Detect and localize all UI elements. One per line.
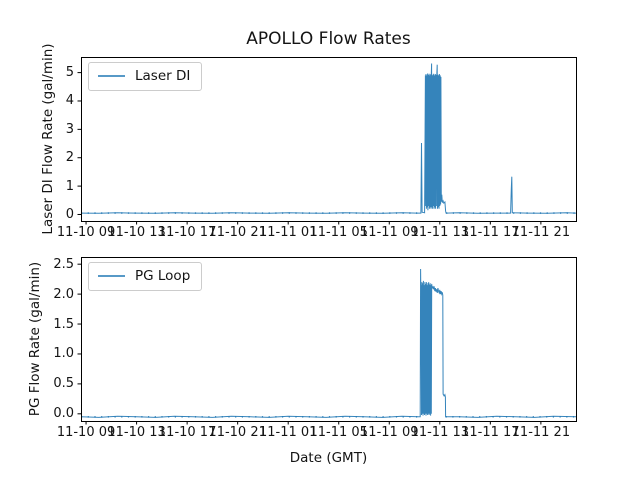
legend-line-sample — [98, 275, 125, 277]
y-tick-label: 0 — [65, 206, 74, 222]
ylabel-pg-loop: PG Flow Rate (gal/min) — [27, 261, 43, 417]
x-tick-label: 11-11 13 — [410, 225, 470, 240]
legend-pg-loop: PG Loop — [88, 262, 203, 291]
x-tick-label: 11-10 13 — [107, 425, 166, 440]
y-tick-label: 4 — [65, 93, 74, 109]
axes-frame-pg-loop — [81, 257, 577, 422]
x-tick-label: 11-10 17 — [157, 225, 217, 240]
y-tick-label: 2.0 — [53, 286, 74, 302]
y-tick-label: 1 — [65, 178, 74, 194]
x-tick-label: 11-11 13 — [410, 425, 470, 440]
x-tick-label: 11-11 17 — [461, 225, 520, 240]
data-line-laser-di — [80, 63, 577, 214]
x-tick-label: 11-11 05 — [309, 425, 368, 440]
x-tick-label: 11-10 21 — [208, 425, 267, 440]
legend-laser-di: Laser DI — [88, 62, 203, 91]
x-tick-label: 11-10 17 — [157, 425, 217, 440]
x-tick-label: 11-10 21 — [208, 225, 267, 240]
xlabel-date-gmt: Date (GMT) — [289, 450, 368, 466]
figure-title: APOLLO Flow Rates — [246, 29, 411, 49]
y-tick-label: 0.0 — [53, 406, 74, 422]
y-tick-label: 1.0 — [53, 346, 74, 362]
y-tick-label: 1.5 — [53, 316, 74, 332]
y-tick-label: 3 — [65, 121, 74, 137]
x-tick-label: 11-11 01 — [258, 225, 318, 240]
legend-label-laser-di: Laser DI — [135, 68, 191, 84]
axes-frame-laser-di — [81, 57, 577, 222]
y-tick-label: 2 — [65, 150, 74, 166]
x-tick-label: 11-10 09 — [56, 225, 116, 240]
x-tick-label: 11-11 01 — [258, 425, 318, 440]
x-tick-label: 11-11 05 — [309, 225, 368, 240]
x-tick-label: 11-10 13 — [107, 225, 166, 240]
x-tick-label: 11-11 21 — [511, 225, 571, 240]
x-tick-label: 11-11 09 — [360, 225, 419, 240]
y-tick-label: 2.5 — [53, 256, 74, 272]
x-tick-label: 11-11 09 — [360, 425, 419, 440]
legend-label-pg-loop: PG Loop — [135, 268, 191, 284]
y-tick-label: 5 — [65, 65, 74, 81]
data-line-pg-loop — [80, 268, 577, 418]
x-tick-label: 11-11 17 — [461, 425, 520, 440]
y-tick-label: 0.5 — [53, 376, 74, 392]
x-tick-label: 11-11 21 — [511, 425, 571, 440]
x-tick-label: 11-10 09 — [56, 425, 116, 440]
legend-line-sample — [98, 75, 125, 77]
